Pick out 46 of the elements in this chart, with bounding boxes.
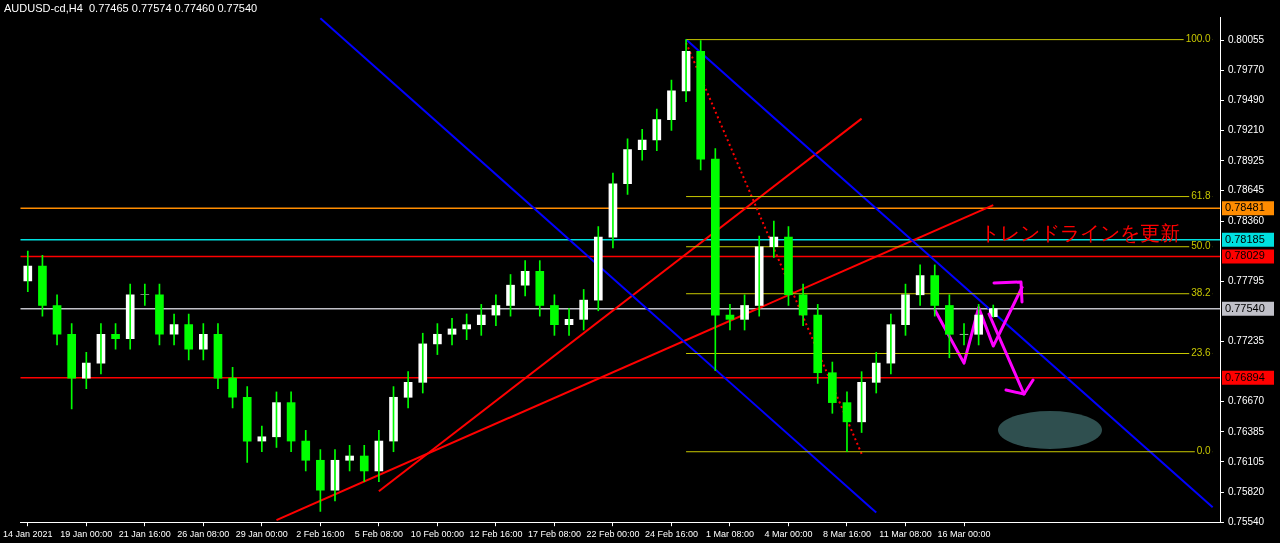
y-tick-label: 0.79210 — [1228, 124, 1265, 136]
x-tick-label: 14 Jan 2021 — [3, 529, 53, 540]
x-tick-label: 5 Feb 08:00 — [354, 529, 403, 540]
y-tick-label: 0.78360 — [1228, 214, 1265, 226]
y-tick-label: 0.78925 — [1228, 154, 1265, 166]
y-tick-label: 0.76670 — [1228, 395, 1265, 407]
series-label: 100.0 — [1185, 33, 1212, 45]
ref-line-label: 0.76894 — [1225, 370, 1265, 383]
y-tick-label: 0.80055 — [1228, 33, 1265, 45]
x-tick-label: 2 Feb 16:00 — [296, 529, 345, 540]
x-tick-label: 26 Jan 08:00 — [177, 529, 230, 540]
x-tick-label: 19 Jan 00:00 — [60, 529, 113, 540]
series-label: 61.8 — [1191, 190, 1212, 202]
x-tick-label: 11 Mar 08:00 — [879, 529, 932, 540]
candlestick — [959, 323, 969, 346]
series-label: 23.6 — [1191, 347, 1212, 359]
series-label: 38.2 — [1191, 287, 1212, 299]
ref-line-label: 0.78029 — [1225, 249, 1265, 262]
x-tick-label: 22 Feb 00:00 — [586, 529, 640, 540]
candlestick — [140, 283, 150, 306]
x-tick-label: 10 Feb 00:00 — [410, 529, 464, 540]
y-tick-label: 0.75540 — [1228, 515, 1265, 527]
x-tick-label: 21 Jan 16:00 — [118, 529, 171, 540]
ref-line-label: 0.78185 — [1225, 232, 1265, 245]
x-tick-label: 12 Feb 16:00 — [469, 529, 523, 540]
ref-line-label: 0.77540 — [1225, 301, 1265, 314]
y-tick-label: 0.76105 — [1228, 455, 1265, 467]
ref-line-label: 0.78481 — [1225, 201, 1265, 214]
y-tick-label: 0.79770 — [1228, 64, 1265, 76]
series-label: 50.0 — [1191, 240, 1212, 252]
x-tick-label: 17 Feb 08:00 — [527, 529, 581, 540]
series-label: 0.0 — [1196, 445, 1212, 457]
x-tick-label: 24 Feb 16:00 — [644, 529, 698, 540]
y-tick-label: 0.77795 — [1228, 275, 1265, 287]
x-tick-label: 1 Mar 08:00 — [705, 529, 754, 540]
y-tick-label: 0.75820 — [1228, 486, 1265, 498]
y-tick-label: 0.78645 — [1228, 184, 1265, 196]
x-tick-label: 4 Mar 00:00 — [764, 529, 813, 540]
x-tick-label: 29 Jan 00:00 — [235, 529, 288, 540]
x-tick-label: 8 Mar 16:00 — [822, 529, 871, 540]
annotation: トレンドラインを更新 — [980, 221, 1181, 244]
y-tick-label: 0.77235 — [1228, 334, 1265, 346]
chart-title: AUDUSD-cd,H4 0.77465 0.77574 0.77460 0.77540 — [4, 1, 258, 14]
y-tick-label: 0.76385 — [1228, 425, 1265, 437]
x-tick-label: 16 Mar 00:00 — [937, 529, 991, 540]
y-tick-label: 0.79490 — [1228, 94, 1265, 106]
